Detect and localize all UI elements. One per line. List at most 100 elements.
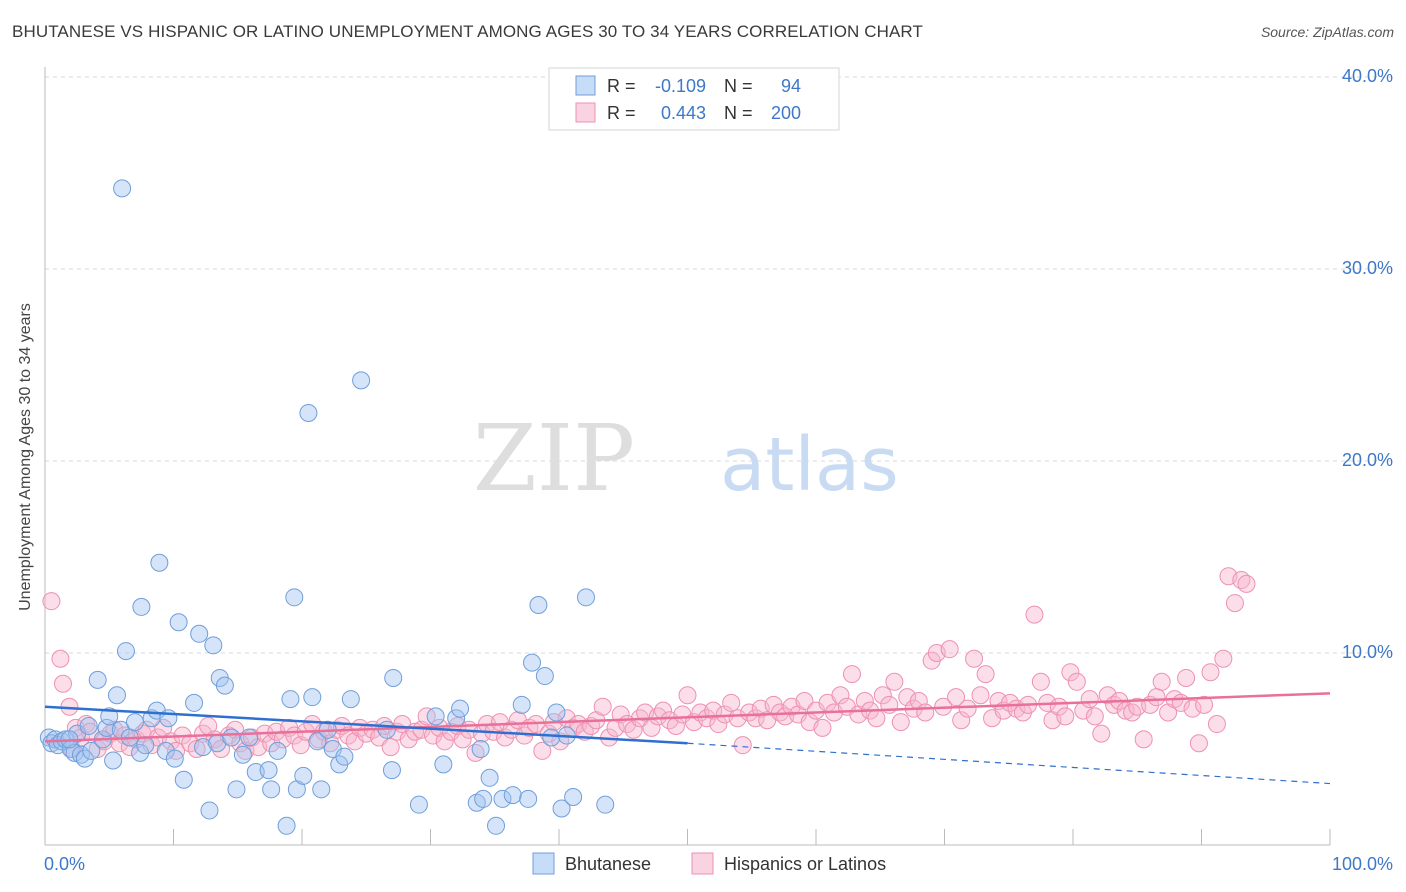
bhutanese-point <box>596 795 615 814</box>
y-tick-label: 40.0% <box>1342 66 1393 86</box>
watermark-zip: ZIP <box>473 405 635 512</box>
hispanics-point <box>722 693 741 712</box>
bhutanese-point <box>150 553 169 572</box>
grid-layer <box>45 76 1392 654</box>
hispanics-point <box>624 720 643 739</box>
stats-r-value-blue: -0.109 <box>655 76 706 96</box>
y-tick-label: 30.0% <box>1342 258 1393 278</box>
hispanics-point <box>867 709 886 728</box>
hispanics-point <box>1225 594 1244 613</box>
zipatlas-watermark: ZIP atlas <box>473 405 899 512</box>
bhutanese-point <box>542 728 561 747</box>
hispanics-point <box>399 730 418 749</box>
hispanics-point <box>167 741 186 760</box>
bhutanese-point <box>174 770 193 789</box>
hispanics-point <box>1098 686 1117 705</box>
hispanics-point <box>1092 724 1111 743</box>
bhutanese-point <box>335 747 354 766</box>
hispanics-trend-line <box>44 692 1331 743</box>
bhutanese-point <box>503 786 522 805</box>
x-tick-label-min: 0.0% <box>44 854 85 874</box>
hispanics-point <box>733 736 752 755</box>
bhutanese-point <box>113 179 132 198</box>
bhutanese-point <box>132 597 151 616</box>
stats-n-value-blue: 94 <box>781 76 801 96</box>
hispanics-point <box>1056 707 1075 726</box>
hispanics-point <box>885 672 904 691</box>
bhutanese-point <box>200 801 219 820</box>
bhutanese-point <box>107 686 126 705</box>
hispanics-point <box>678 686 697 705</box>
stats-r-label-pink: R = <box>607 103 636 123</box>
bhutanese-point <box>529 596 548 614</box>
bhutanese-point <box>341 690 360 709</box>
bhutanese-point <box>136 736 155 755</box>
axes-layer <box>44 67 1331 846</box>
tick-labels: 10.0% 20.0% 30.0% 40.0% 0.0% 100.0% <box>44 66 1393 874</box>
bhutanese-point <box>552 799 571 818</box>
bhutanese-point <box>285 588 304 607</box>
hispanics-point <box>533 741 552 760</box>
hispanics-point <box>728 709 747 728</box>
bhutanese-point <box>204 636 223 655</box>
bhutanese-point <box>227 780 246 799</box>
hispanics-point <box>1152 672 1171 691</box>
hispanics-point <box>1201 663 1220 682</box>
bhutanese-point <box>547 703 566 722</box>
hispanics-point <box>1147 688 1166 707</box>
chart-source: Source: ZipAtlas.com <box>1260 24 1394 40</box>
bhutanese-point <box>97 718 116 737</box>
bhutanese-point <box>471 740 490 758</box>
hispanics-point <box>291 736 310 755</box>
bhutanese-point <box>169 613 188 632</box>
legend-swatch-hispanics <box>691 852 714 875</box>
series-legend: Bhutanese Hispanics or Latinos <box>532 852 886 875</box>
hispanics-point <box>1183 699 1202 718</box>
bhutanese-point <box>535 667 554 686</box>
bhutanese-point <box>451 699 470 718</box>
bhutanese-point <box>88 670 107 689</box>
bhutanese-point <box>79 716 98 735</box>
bhutanese-point <box>480 768 499 787</box>
bhutanese-point <box>303 688 322 707</box>
hispanics-point <box>1080 690 1099 709</box>
bhutanese-point <box>512 695 531 714</box>
bhutanese-point <box>474 789 493 808</box>
bhutanese-point <box>185 693 204 712</box>
bhutanese-point <box>194 738 213 757</box>
y-tick-label: 20.0% <box>1342 450 1393 470</box>
bhutanese-point <box>312 780 331 799</box>
bhutanese-point <box>222 728 241 747</box>
bhutanese-point <box>281 690 300 709</box>
bhutanese-point <box>82 741 101 760</box>
bhutanese-point <box>519 789 538 808</box>
hispanics-point <box>1195 695 1214 714</box>
hispanics-point <box>1177 668 1196 687</box>
bhutanese-point <box>409 795 428 814</box>
hispanics-point <box>976 665 995 684</box>
watermark-atlas: atlas <box>720 422 899 508</box>
bhutanese-point <box>104 751 123 770</box>
hispanics-point <box>1207 715 1226 734</box>
hispanics-point <box>1237 574 1256 593</box>
bhutanese-point <box>190 624 209 643</box>
hispanics-point <box>1134 730 1153 749</box>
bhutanese-point <box>277 816 296 835</box>
hispanics-point <box>1123 703 1142 722</box>
hispanics-point <box>381 738 400 757</box>
bhutanese-trend-line <box>44 705 688 745</box>
hispanics-point <box>1085 707 1104 726</box>
hispanics-point <box>947 688 966 707</box>
stats-n-label-pink: N = <box>724 103 753 123</box>
y-axis-title: Unemployment Among Ages 30 to 34 years <box>17 303 34 611</box>
stats-legend-box <box>548 67 840 131</box>
trend-lines <box>44 692 1331 785</box>
hispanics-point <box>1189 734 1208 753</box>
hispanics-point <box>891 713 910 732</box>
bhutanese-point <box>75 749 94 768</box>
hispanics-point <box>971 686 990 705</box>
bhutanese-point <box>487 816 506 835</box>
hispanics-point <box>187 740 206 758</box>
bhutanese-point <box>564 788 583 806</box>
